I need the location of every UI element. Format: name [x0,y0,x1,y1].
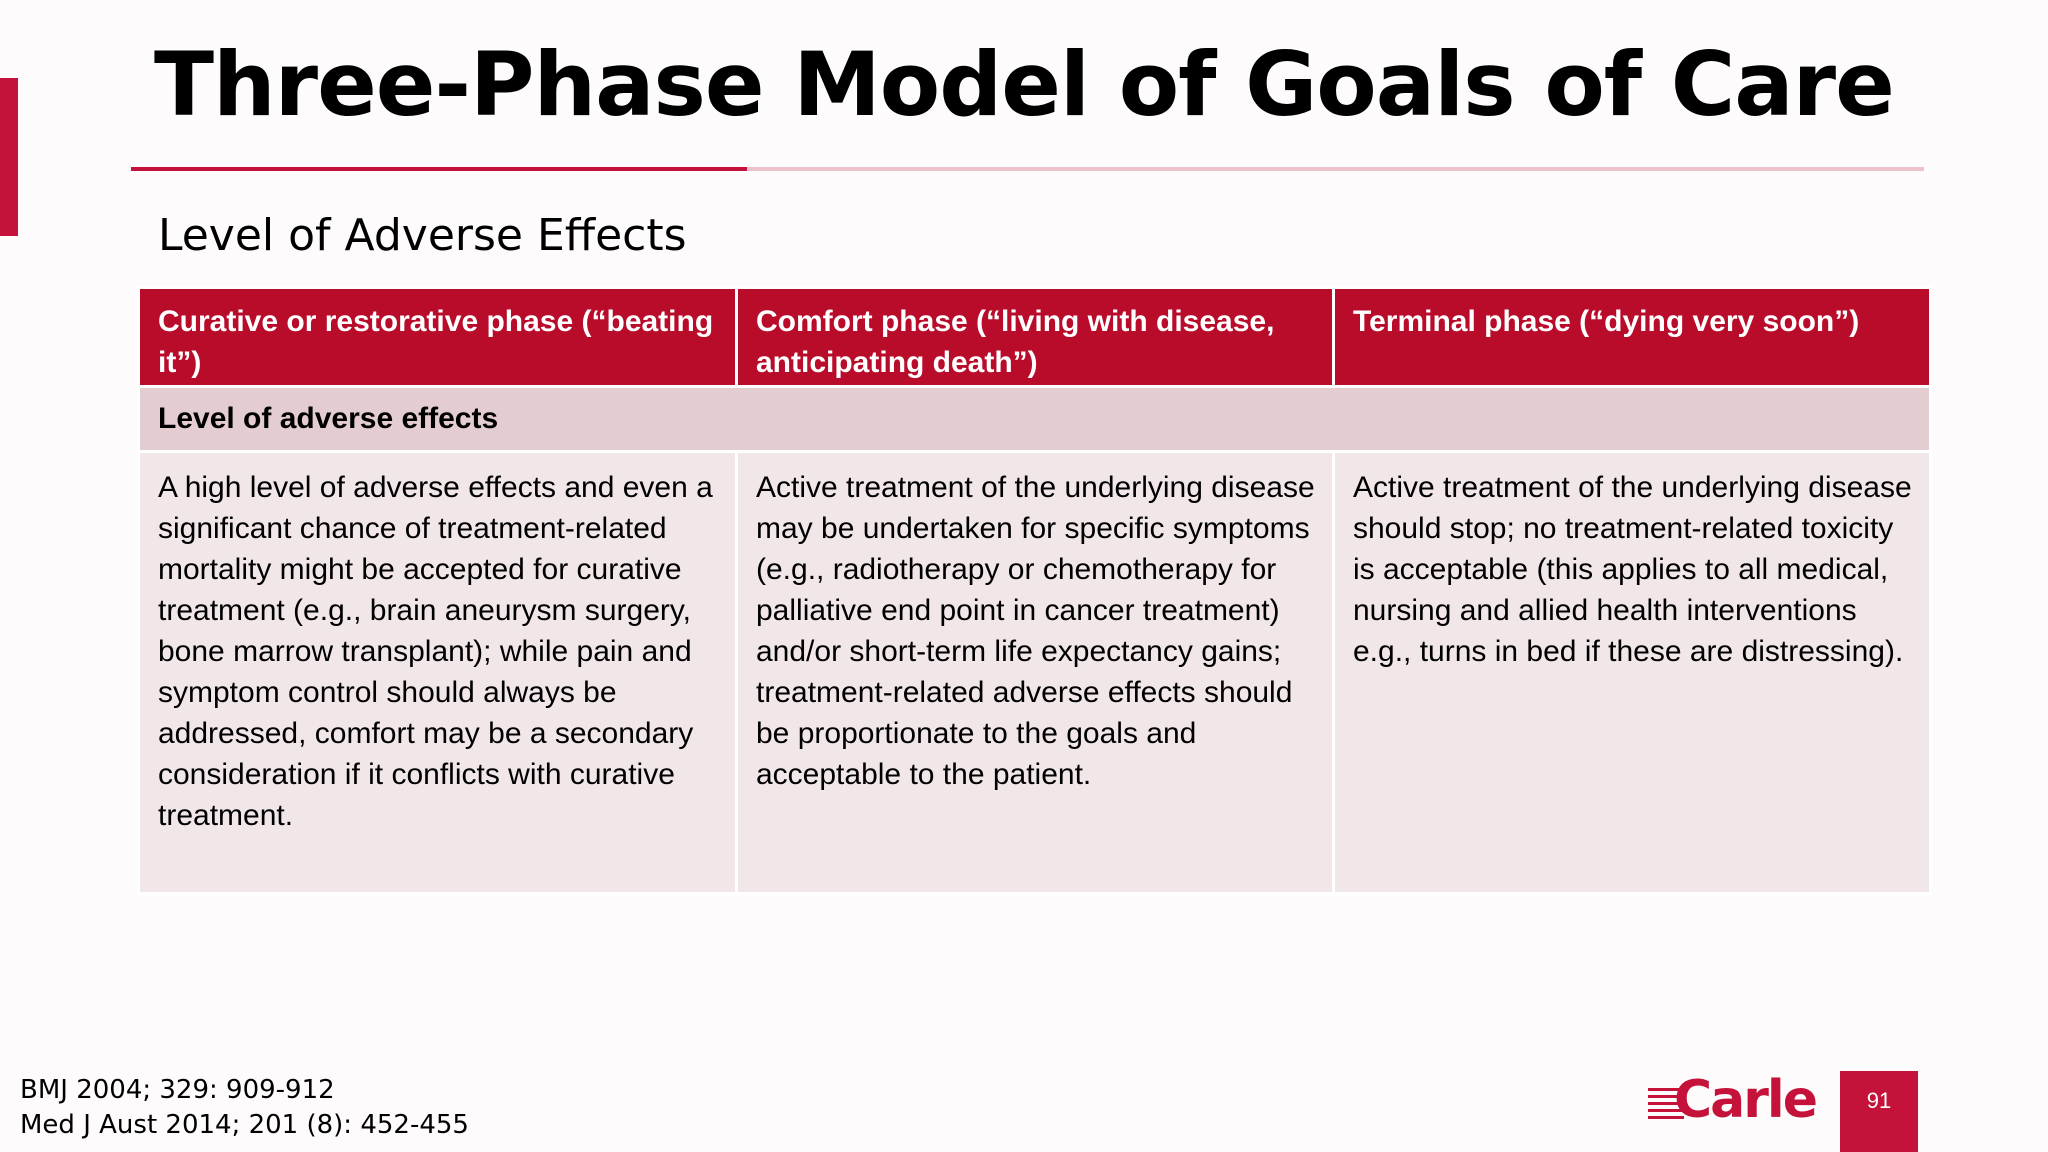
carle-logo: Carle [1648,1070,1818,1136]
table-header-row: Curative or restorative phase (“beating … [137,286,1932,388]
cell-comfort-phase: Active treatment of the underlying disea… [735,450,1335,895]
reference-item: Med J Aust 2014; 201 (8): 452-455 [20,1110,469,1140]
header-terminal-phase: Terminal phase (“dying very soon”) [1332,286,1932,388]
slide-title: Three-Phase Model of Goals of Care [154,33,1895,136]
side-accent-bar [0,78,18,236]
title-underline-accent [131,167,747,171]
logo-stripes-icon [1648,1088,1684,1123]
references: BMJ 2004; 329: 909-912 Med J Aust 2014; … [20,1073,469,1143]
header-comfort-phase: Comfort phase (“living with disease, ant… [735,286,1335,388]
page-number: 91 [1840,1071,1918,1152]
header-curative-phase: Curative or restorative phase (“beating … [137,286,738,388]
goals-of-care-table: Curative or restorative phase (“beating … [137,286,1932,895]
reference-item: BMJ 2004; 329: 909-912 [20,1075,335,1105]
cell-curative-phase: A high level of adverse effects and even… [137,450,738,895]
title-underline [747,167,1924,171]
table-row: A high level of adverse effects and even… [137,450,1932,895]
cell-terminal-phase: Active treatment of the underlying disea… [1332,450,1932,895]
slide-subtitle: Level of Adverse Effects [158,210,687,261]
section-label: Level of adverse effects [137,385,1932,453]
logo-text: Carle [1674,1070,1818,1130]
table-section-row: Level of adverse effects [137,385,1932,453]
